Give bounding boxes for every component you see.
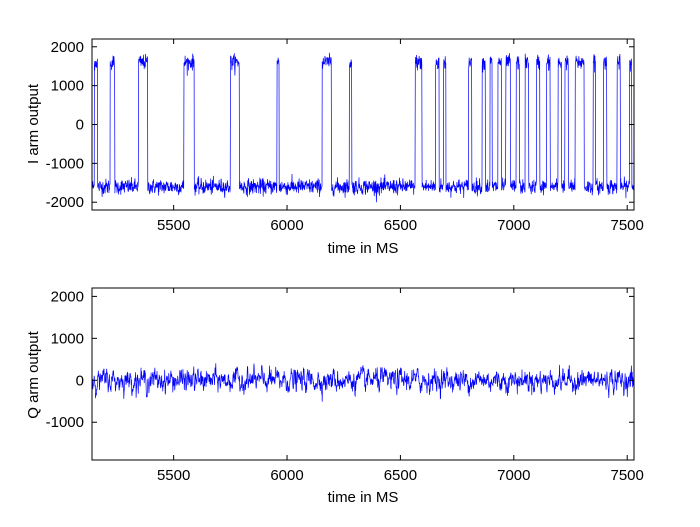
y-tick-label: 1000: [51, 330, 84, 347]
x-tick-label: 5500: [157, 467, 190, 484]
x-tick-label: 7500: [611, 217, 644, 234]
axes-box: [91, 287, 635, 461]
y-tick-label: -2000: [46, 194, 84, 211]
x-tick-label: 6000: [270, 217, 303, 234]
y-tick-label: 1000: [51, 78, 84, 95]
q-arm-plot: 5500 6000 6500 7000 7500 -1000 0 1000 2000 time …: [25, 287, 644, 506]
x-tick-label: 5500: [157, 217, 190, 234]
y-tick-label: 2000: [51, 39, 84, 56]
q-arm-xlabel: time in MS: [328, 489, 399, 506]
i-arm-plot-area: [91, 52, 635, 203]
x-tick-label: 6500: [384, 467, 417, 484]
q-arm-plot-area: [91, 363, 635, 402]
series-line: [91, 363, 635, 402]
x-tick-label: 7500: [611, 467, 644, 484]
series-line: [91, 52, 635, 203]
y-tick-label: 2000: [51, 288, 84, 305]
q-arm-ylabel: Q arm output: [25, 330, 42, 418]
q-arm-ticks: 5500 6000 6500 7000 7500 -1000 0 1000 2000: [46, 287, 644, 484]
y-tick-label: -1000: [46, 414, 84, 431]
y-tick-label: -1000: [46, 155, 84, 172]
i-arm-ticks: 5500 6000 6500 7000 7500 -2000 -1000 0 1000 2000: [46, 38, 644, 234]
x-tick-label: 7000: [497, 467, 530, 484]
i-arm-plot: 5500 6000 6500 7000 7500-2000-1000010002000 …: [25, 38, 644, 257]
y-tick-label: 0: [76, 117, 84, 134]
i-arm-xlabel: time in MS: [328, 240, 399, 257]
x-tick-label: 6000: [270, 467, 303, 484]
x-tick-label: 6500: [384, 217, 417, 234]
i-arm-ylabel: I arm output: [25, 83, 42, 164]
y-tick-label: 0: [76, 372, 84, 389]
x-tick-label: 7000: [497, 217, 530, 234]
